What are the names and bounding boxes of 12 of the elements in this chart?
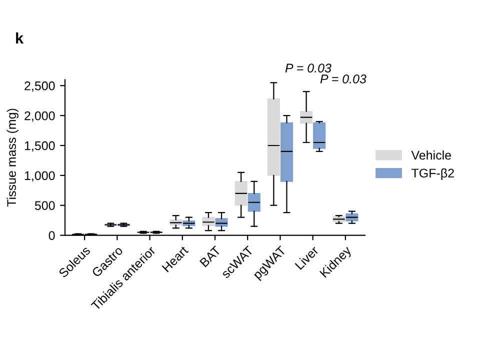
y-tick-label: 0	[48, 231, 55, 240]
y-tick-label: 1,000	[24, 171, 55, 182]
y-tick-label: 2,500	[24, 81, 55, 92]
y-tick-label: 2,000	[24, 111, 55, 122]
legend-label: TGF-β2	[412, 168, 454, 180]
y-axis-title: Tissue mass (mg)	[6, 108, 18, 207]
text: P = 0.03	[285, 64, 332, 73]
y-tick-label: 500	[34, 201, 55, 210]
y-tick-label: 1,500	[24, 141, 55, 152]
annotation: P = 0.03	[320, 74, 366, 84]
legend-label: Vehicle	[411, 150, 452, 160]
text: k	[16, 32, 24, 44]
